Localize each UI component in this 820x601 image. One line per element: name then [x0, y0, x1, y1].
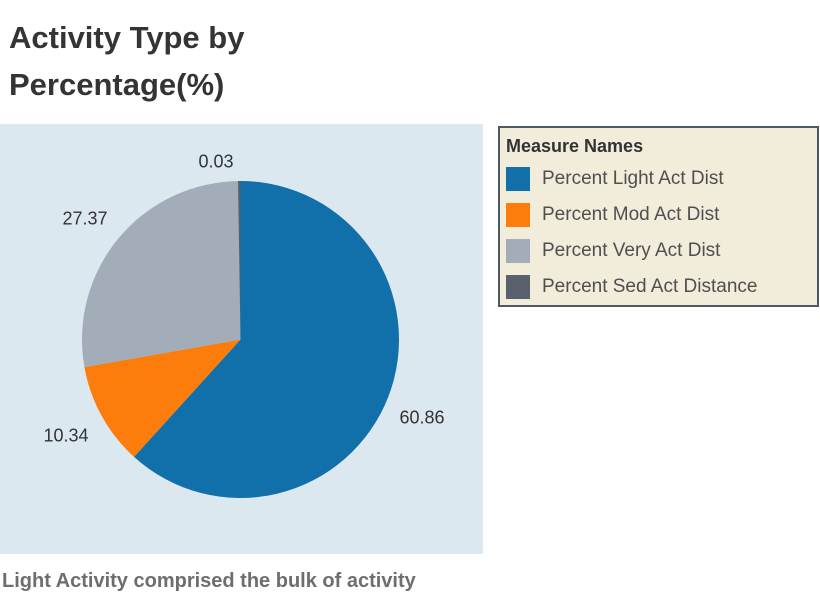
legend-item-label: Percent Very Act Dist [542, 240, 721, 261]
legend-swatch-percent-sed-act-distance [506, 275, 530, 299]
legend-swatch-percent-light-act-dist [506, 167, 530, 191]
legend-item-percent-very-act-dist[interactable]: Percent Very Act Dist [506, 233, 811, 269]
legend-item-percent-mod-act-dist[interactable]: Percent Mod Act Dist [506, 197, 811, 233]
chart-title-line-2: Percentage(%) [9, 67, 225, 102]
caption: Light Activity comprised the bulk of act… [2, 570, 416, 592]
legend-swatch-percent-very-act-dist [506, 239, 530, 263]
legend-item-label: Percent Mod Act Dist [542, 204, 720, 225]
pie-slice-percent-sed-act-distance[interactable] [238, 181, 241, 340]
pie-slice-percent-light-act-dist[interactable] [134, 181, 399, 498]
pie-label-percent-very-act-dist: 27.37 [62, 208, 108, 229]
legend-item-label: Percent Light Act Dist [542, 168, 724, 189]
pie-label-percent-sed-act-distance: 0.03 [198, 151, 234, 172]
chart-title-line-1: Activity Type by [9, 20, 245, 55]
legend-item-percent-light-act-dist[interactable]: Percent Light Act Dist [506, 161, 811, 197]
pie-svg [82, 181, 399, 498]
pie-label-percent-mod-act-dist: 10.34 [43, 425, 89, 446]
pie-slice-percent-very-act-dist[interactable] [82, 181, 241, 368]
legend-swatch-percent-mod-act-dist [506, 203, 530, 227]
legend-title: Measure Names [506, 136, 644, 156]
chart-title: Activity Type by Percentage(%) [9, 14, 244, 108]
pie-slice-percent-mod-act-dist[interactable] [84, 339, 241, 457]
legend-item-percent-sed-act-distance[interactable]: Percent Sed Act Distance [506, 269, 811, 305]
pie-label-percent-light-act-dist: 60.86 [399, 407, 445, 428]
legend: Measure Names Percent Light Act Dist Per… [498, 126, 819, 307]
pie-chart-area: 60.86 10.34 27.37 0.03 [0, 124, 483, 554]
legend-item-label: Percent Sed Act Distance [542, 276, 758, 297]
